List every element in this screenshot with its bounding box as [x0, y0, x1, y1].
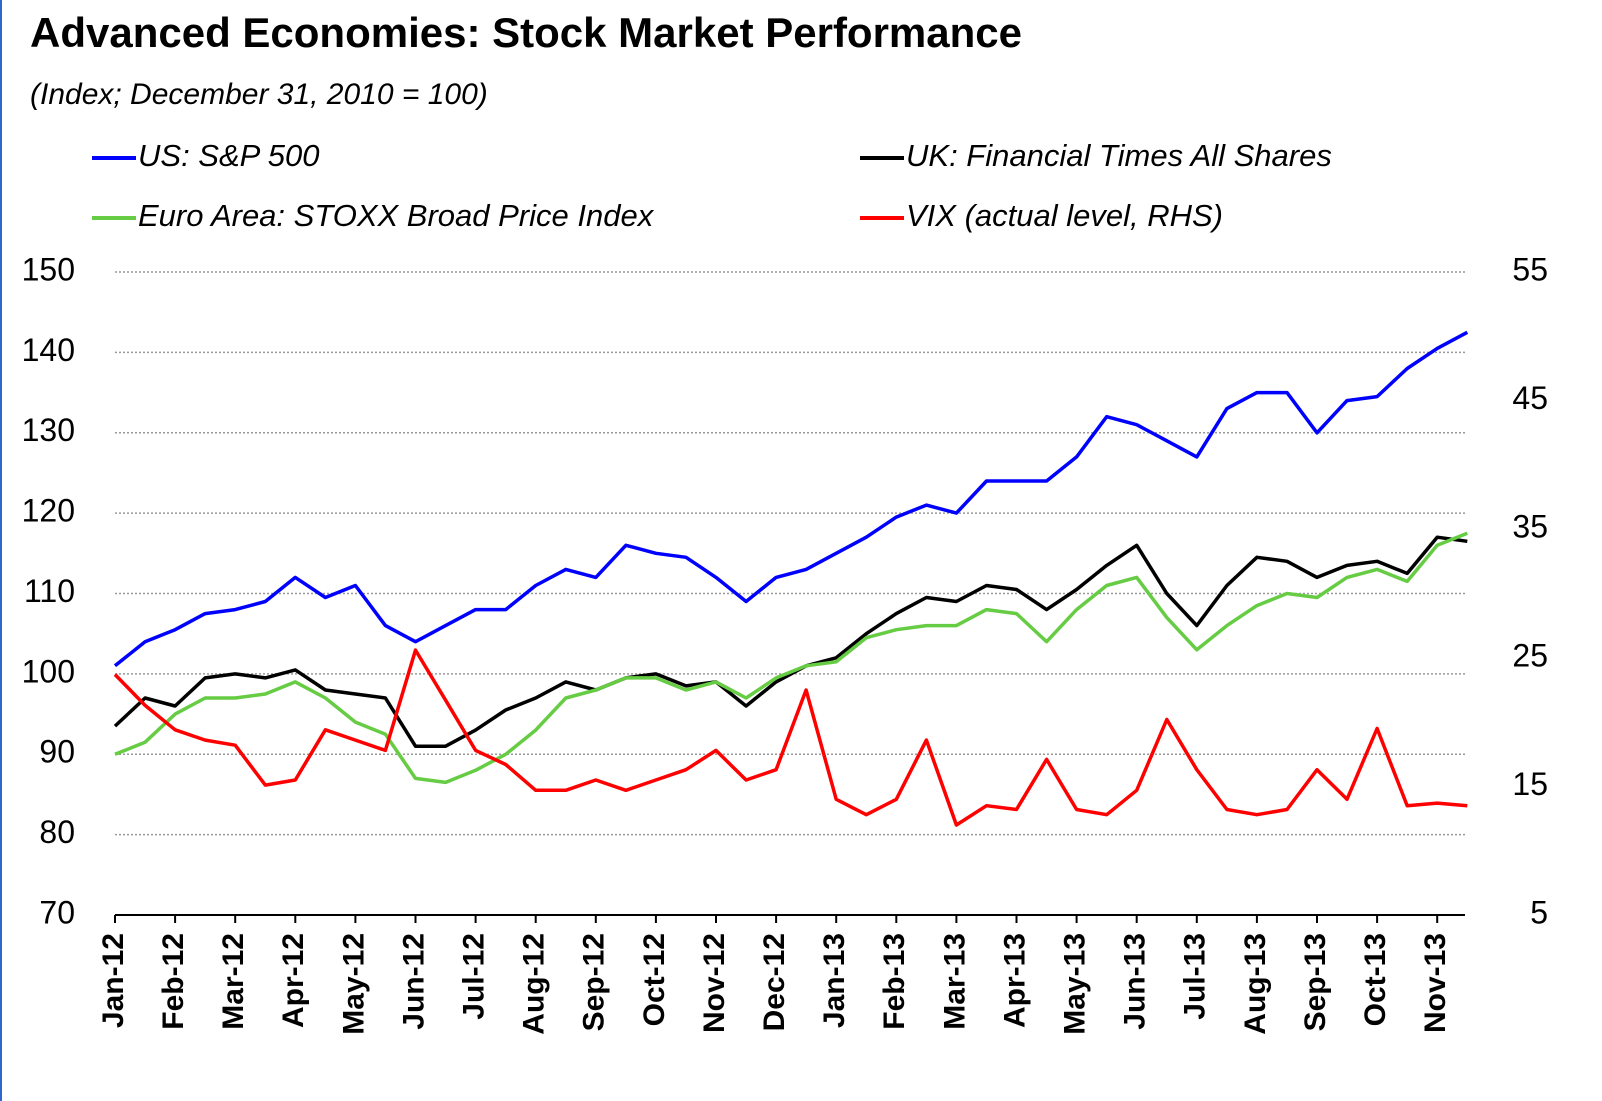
x-tick-label: Feb-13 — [878, 933, 911, 1030]
legend-label: UK: Financial Times All Shares — [906, 138, 1332, 173]
x-tick-label: Aug-12 — [518, 933, 551, 1035]
y-tick-label: 120 — [22, 493, 75, 529]
x-tick-label: Apr-13 — [998, 933, 1031, 1028]
x-tick-label: Jan-13 — [818, 933, 851, 1028]
x-tick-label: Dec-12 — [758, 933, 791, 1031]
x-tick-label: Sep-13 — [1299, 933, 1332, 1031]
legend-label: Euro Area: STOXX Broad Price Index — [138, 198, 655, 233]
y2-tick-label: 45 — [1512, 380, 1548, 416]
x-tick-label: May-12 — [337, 933, 370, 1035]
series-line — [113, 535, 1468, 748]
x-tick-label: Mar-12 — [217, 933, 250, 1030]
x-tick-label: May-13 — [1059, 933, 1092, 1035]
x-tick-label: Nov-12 — [698, 933, 731, 1033]
y2-tick-label: 5 — [1530, 894, 1548, 930]
y-tick-label: 100 — [22, 653, 75, 689]
legend-label: VIX (actual level, RHS) — [906, 198, 1223, 233]
series-line — [113, 330, 1469, 668]
legend-label: US: S&P 500 — [138, 138, 320, 173]
x-tick-label: Feb-12 — [157, 933, 190, 1030]
series-line — [114, 531, 1468, 785]
x-tick-label: Mar-13 — [938, 933, 971, 1030]
x-tick-label: Sep-12 — [578, 933, 611, 1031]
y2-tick-label: 25 — [1512, 637, 1548, 673]
y-tick-label: 140 — [22, 332, 75, 368]
y-tick-label: 130 — [22, 412, 75, 448]
x-tick-label: Jul-12 — [458, 933, 491, 1020]
y2-tick-label: 15 — [1512, 766, 1548, 802]
x-tick-label: Jun-13 — [1119, 933, 1152, 1030]
y2-tick-label: 55 — [1512, 251, 1548, 287]
y-tick-label: 150 — [22, 251, 75, 287]
y2-tick-label: 35 — [1512, 509, 1548, 545]
y-tick-label: 110 — [24, 573, 75, 609]
y-tick-label: 70 — [39, 894, 75, 930]
chart-title: Advanced Economies: Stock Market Perform… — [30, 9, 1022, 56]
x-tick-label: Jan-12 — [97, 933, 130, 1028]
x-tick-label: Nov-13 — [1419, 933, 1452, 1033]
x-tick-label: Aug-13 — [1239, 933, 1272, 1035]
x-tick-label: Oct-12 — [638, 933, 671, 1026]
y-tick-label: 80 — [39, 814, 75, 850]
x-tick-label: Apr-12 — [277, 933, 310, 1028]
chart-subtitle: (Index; December 31, 2010 = 100) — [30, 78, 488, 111]
y-tick-label: 90 — [39, 734, 75, 770]
x-tick-label: Oct-13 — [1359, 933, 1392, 1026]
series-line — [113, 648, 1468, 827]
x-tick-label: Jun-12 — [397, 933, 430, 1030]
x-tick-label: Jul-13 — [1179, 933, 1212, 1020]
